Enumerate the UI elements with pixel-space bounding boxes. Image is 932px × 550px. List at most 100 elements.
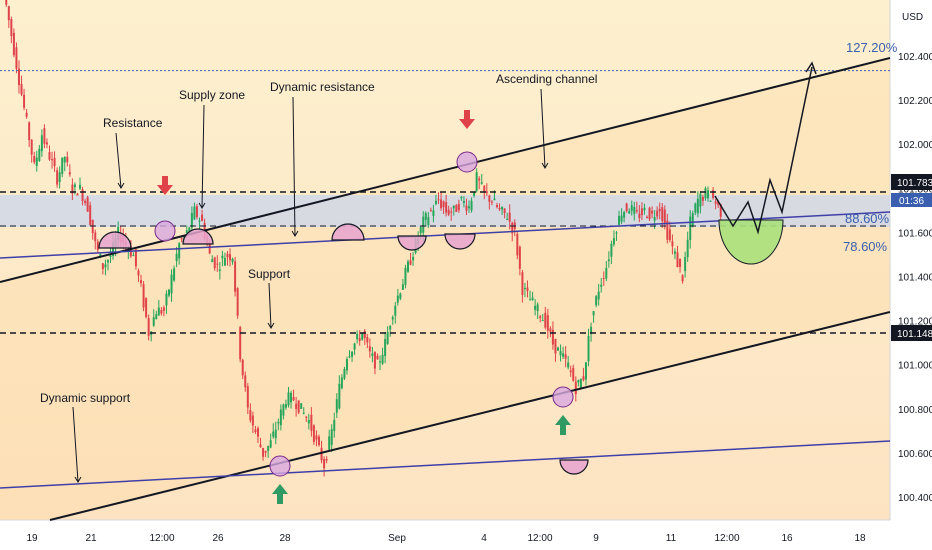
candle-body — [684, 257, 687, 272]
candle-body — [592, 311, 595, 316]
candle-body — [572, 367, 575, 381]
candle-body — [84, 200, 87, 203]
annotation-pointer — [201, 104, 205, 209]
candle-body — [574, 381, 577, 395]
candle-body — [63, 157, 66, 163]
y-tick-label: 102.200 — [898, 96, 932, 107]
candle-body — [295, 403, 298, 409]
candle-body — [579, 379, 582, 389]
candle-body — [170, 274, 173, 294]
candle-body — [389, 326, 392, 330]
candle-body — [643, 207, 646, 211]
candle-body — [676, 252, 679, 268]
candle-body — [455, 205, 458, 212]
candle-body — [239, 327, 242, 360]
candle-body — [412, 256, 415, 261]
candle-body — [661, 207, 664, 221]
x-tick-label: 28 — [279, 533, 291, 544]
candle-body — [666, 220, 669, 240]
down-arrow-icon — [162, 176, 168, 186]
candle-body — [394, 305, 397, 316]
candle-body — [343, 368, 346, 379]
candle-body — [229, 254, 232, 261]
annotation-pointer-head — [291, 230, 299, 237]
candle-body — [112, 241, 115, 257]
candle-body — [213, 257, 216, 269]
currency-label: USD — [902, 12, 923, 23]
candle-body — [142, 284, 145, 308]
candle-body — [328, 436, 331, 450]
candle-body — [490, 201, 493, 203]
candle-body — [551, 329, 554, 345]
candle-body — [645, 216, 648, 218]
candle-body — [178, 243, 181, 259]
candle-body — [523, 287, 526, 289]
candle-body — [625, 203, 628, 212]
candle-body — [597, 291, 600, 300]
annotation-pointer — [268, 282, 272, 329]
candle-body — [312, 425, 315, 442]
candle-body — [198, 220, 201, 222]
candle-body — [302, 412, 305, 414]
candle-body — [526, 287, 529, 291]
candle-body — [17, 68, 20, 86]
candle-body — [66, 156, 69, 163]
candle-body — [511, 222, 514, 234]
candle-body — [167, 289, 170, 296]
candle-body — [546, 315, 549, 331]
candle-body — [307, 419, 310, 424]
candle-body — [73, 184, 76, 188]
x-tick-label: 9 — [593, 533, 599, 544]
candle-body — [173, 268, 176, 281]
candle-body — [534, 305, 537, 310]
touch-circle — [552, 386, 574, 408]
candle-body — [434, 200, 437, 205]
up-arrow-icon — [272, 484, 288, 494]
annotation-pointer — [115, 132, 122, 189]
candle-body — [358, 338, 361, 341]
candle-body — [610, 243, 613, 257]
candle-body — [226, 253, 229, 258]
candle-body — [704, 188, 707, 199]
up-arrow-icon — [555, 415, 571, 425]
candle-body — [404, 267, 407, 285]
projection-halfcircle — [718, 219, 784, 265]
candle-body — [719, 204, 722, 217]
y-tick-label: 101.200 — [898, 317, 932, 328]
candle-body — [564, 354, 567, 359]
x-tick-label: 12:00 — [149, 533, 174, 544]
candle-body — [216, 263, 219, 265]
candle-body — [562, 353, 565, 357]
candle-body — [376, 355, 379, 360]
candle-body — [56, 170, 59, 185]
candle-body — [544, 312, 547, 328]
candle-body — [246, 386, 249, 408]
touch-halfcircle — [397, 235, 427, 251]
candle-body — [452, 205, 455, 209]
candle-body — [223, 257, 226, 266]
candle-body — [30, 139, 33, 155]
candle-body — [185, 230, 188, 233]
candle-body — [602, 278, 605, 280]
projection-arrowhead — [805, 61, 817, 75]
candle-body — [577, 380, 580, 383]
candle-body — [422, 216, 425, 233]
candle-body — [681, 275, 684, 282]
candle-body — [409, 260, 412, 265]
candle-body — [320, 447, 323, 461]
candle-body — [262, 447, 265, 457]
ascending-channel-label: Ascending channel — [496, 72, 597, 86]
y-tick-label: 102.400 — [898, 52, 932, 63]
y-tick-label: 101.400 — [898, 273, 932, 284]
candle-body — [440, 199, 443, 209]
up-arrow-icon — [277, 493, 283, 504]
candle-body — [165, 293, 168, 306]
candle-body — [234, 261, 237, 292]
candle-body — [587, 335, 590, 362]
candle-body — [536, 304, 539, 312]
time-tag-bg — [891, 193, 932, 207]
candle-body — [104, 264, 107, 268]
candle-body — [470, 200, 473, 211]
annotation-pointer-head — [198, 202, 206, 209]
